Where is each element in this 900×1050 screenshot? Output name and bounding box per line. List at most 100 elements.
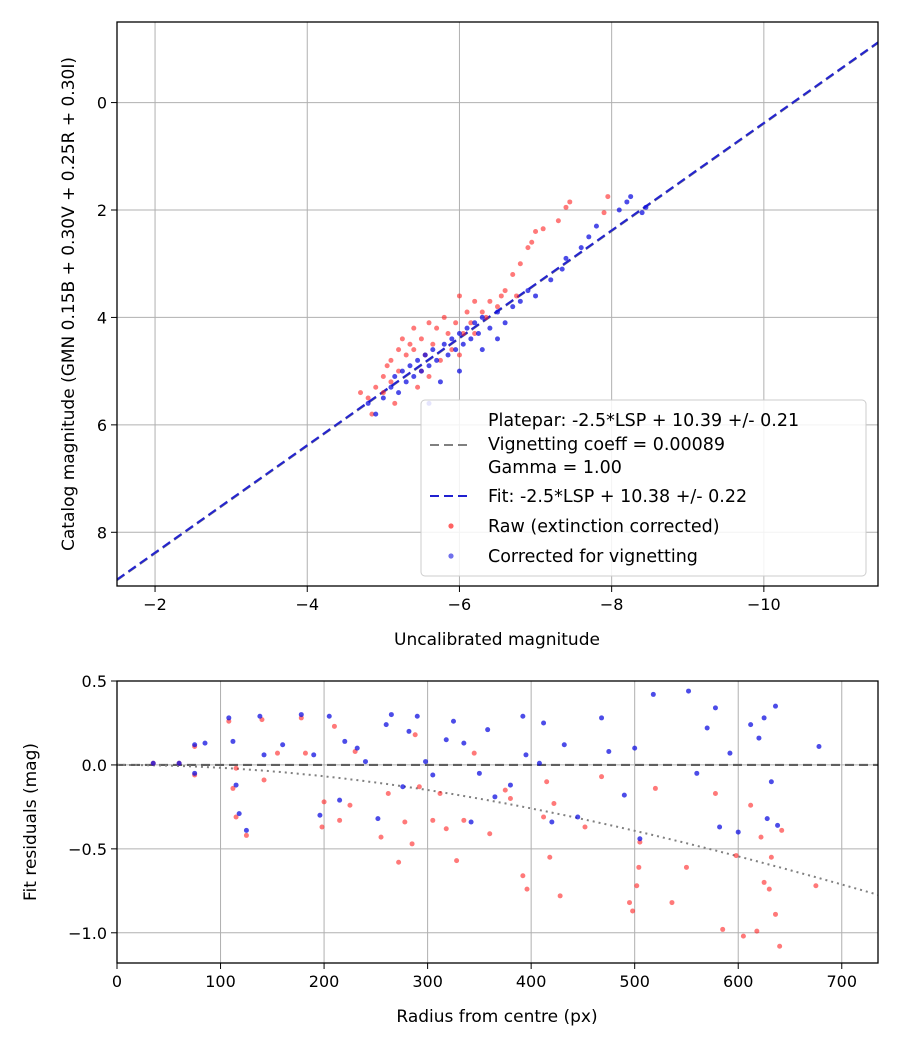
corrected-point [399,368,405,374]
corrected-point [502,320,508,326]
corrected-point [298,712,304,718]
corrected-point [541,720,547,726]
x-tick-label: −8 [600,595,624,614]
corrected-point [453,347,459,353]
raw-point [468,320,474,326]
corrected-point [280,742,286,748]
corrected-point [236,811,242,817]
corrected-point [464,325,470,331]
raw-point [777,943,783,949]
corrected-point [443,737,449,743]
raw-point [369,411,375,417]
y-tick-label: −0.5 [68,840,107,859]
raw-point [524,886,530,892]
corrected-point [548,277,554,283]
legend-gamma: Gamma = 1.00 [488,458,622,478]
raw-point [533,228,539,234]
bottom-x-ticks: 0 100 200 300 400 500 600 700 [112,963,857,991]
raw-point [412,732,418,738]
raw-point [483,314,489,320]
raw-point [319,824,325,830]
corrected-point [735,829,741,835]
corrected-point [772,703,778,709]
corrected-point [460,341,466,347]
raw-point [445,331,451,337]
raw-point [605,194,611,200]
corrected-point [461,740,467,746]
raw-point [754,928,760,934]
raw-point [456,293,462,299]
bottom-y-axis-label: Fit residuals (mag) [21,743,41,901]
corrected-point [176,760,182,766]
corrected-point [761,715,767,721]
corrected-point [507,782,513,788]
corrected-point [637,836,643,842]
x-tick-label: −10 [747,595,781,614]
corrected-point [487,325,493,331]
raw-point [748,802,754,808]
corrected-point [375,816,381,822]
corrected-point [686,688,692,694]
x-tick-label: −4 [295,595,319,614]
raw-point [567,199,573,205]
raw-point [230,785,236,791]
corrected-point [261,752,267,758]
corrected-point [226,715,232,721]
corrected-point [616,207,622,213]
y-tick-label: −1.0 [68,924,107,943]
raw-point [396,347,402,353]
raw-point [378,834,384,840]
corrected-point [337,797,343,803]
raw-point [541,814,547,820]
top-plot-frame [116,21,879,587]
raw-point [426,320,432,326]
raw-point [498,293,504,299]
corrected-point [599,715,605,721]
corrected-point [468,819,474,825]
raw-point [331,723,337,729]
corrected-point [694,770,700,776]
y-tick-label: 0 [97,94,107,113]
corrected-point [717,824,723,830]
corrected-point [510,304,516,310]
corrected-point [756,735,762,741]
corrected-point [383,722,389,728]
x-tick-label: −2 [143,595,167,614]
raw-point [525,245,531,251]
bottom-x-axis-label: Radius from centre (px) [396,1007,597,1027]
raw-point [399,336,405,342]
corrected-point [192,742,198,748]
corrected-point [628,194,634,200]
raw-point [464,309,470,315]
raw-point [453,320,459,326]
raw-point [416,784,422,790]
raw-point [669,900,675,906]
raw-point [243,832,249,838]
bottom-model-lines [117,763,878,896]
corrected-point [586,234,592,240]
corrected-point [150,760,156,766]
corrected-point [536,760,542,766]
raw-point [233,814,239,820]
raw-point [411,347,417,353]
corrected-point [621,792,627,798]
corrected-point [563,255,569,261]
corrected-point [423,759,429,765]
raw-point [766,886,772,892]
magnitude-calibration-plot: −2 −4 −6 −8 −10 0 2 4 6 8 Uncalibrated magnitude… [59,21,879,650]
raw-point [720,926,726,932]
corrected-point [400,784,406,790]
raw-point [365,395,371,401]
corrected-point [388,384,394,390]
corrected-point [712,705,718,711]
corrected-point [632,745,638,751]
raw-point [454,858,460,864]
x-tick-label: 200 [309,972,340,991]
corrected-point [495,309,500,315]
top-x-ticks: −2 −4 −6 −8 −10 [143,586,781,614]
raw-point [396,859,402,865]
raw-point [520,873,526,879]
raw-point [599,774,605,780]
corrected-point [523,752,529,758]
